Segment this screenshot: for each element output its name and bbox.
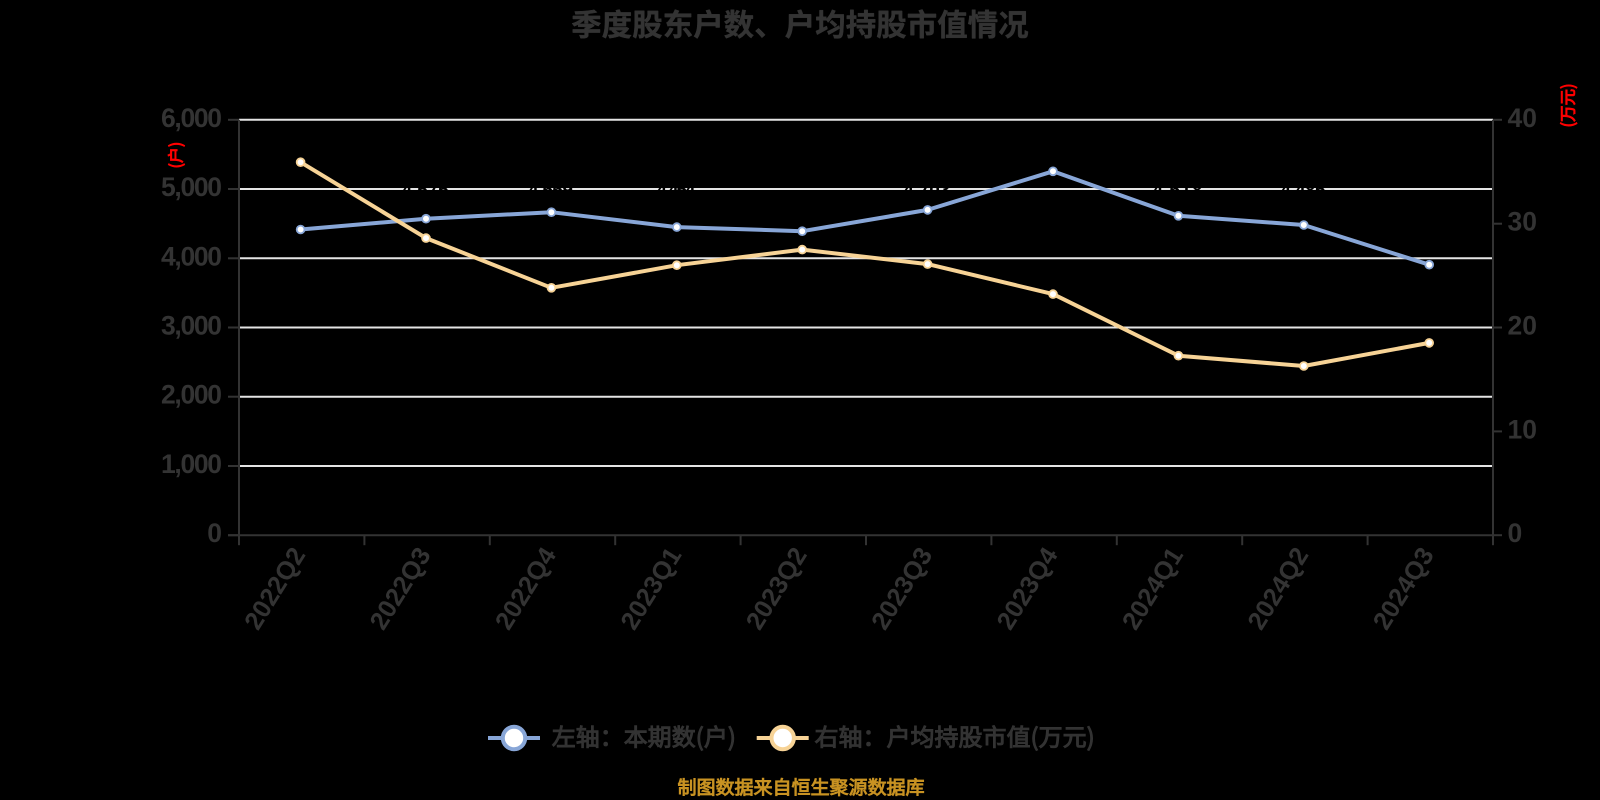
svg-text:4,703: 4,703	[903, 181, 950, 202]
svg-text:4,454: 4,454	[656, 181, 695, 202]
svg-text:20: 20	[1508, 311, 1537, 341]
svg-text:0: 0	[1508, 518, 1523, 548]
svg-text:2,000: 2,000	[161, 380, 222, 410]
svg-text:3,000: 3,000	[161, 311, 222, 341]
svg-text:5,000: 5,000	[161, 172, 222, 202]
svg-text:4,618: 4,618	[1153, 181, 1203, 202]
svg-text:4,669: 4,669	[528, 181, 573, 202]
svg-text:4,485: 4,485	[1280, 181, 1325, 202]
svg-text:4,000: 4,000	[161, 241, 222, 271]
svg-text:10: 10	[1508, 414, 1537, 444]
svg-text:1,000: 1,000	[161, 449, 222, 479]
svg-text:30: 30	[1508, 207, 1537, 237]
svg-text:4,575: 4,575	[402, 181, 449, 202]
svg-text:0: 0	[207, 518, 222, 548]
svg-text:6,000: 6,000	[161, 103, 222, 133]
svg-text:40: 40	[1508, 103, 1537, 133]
